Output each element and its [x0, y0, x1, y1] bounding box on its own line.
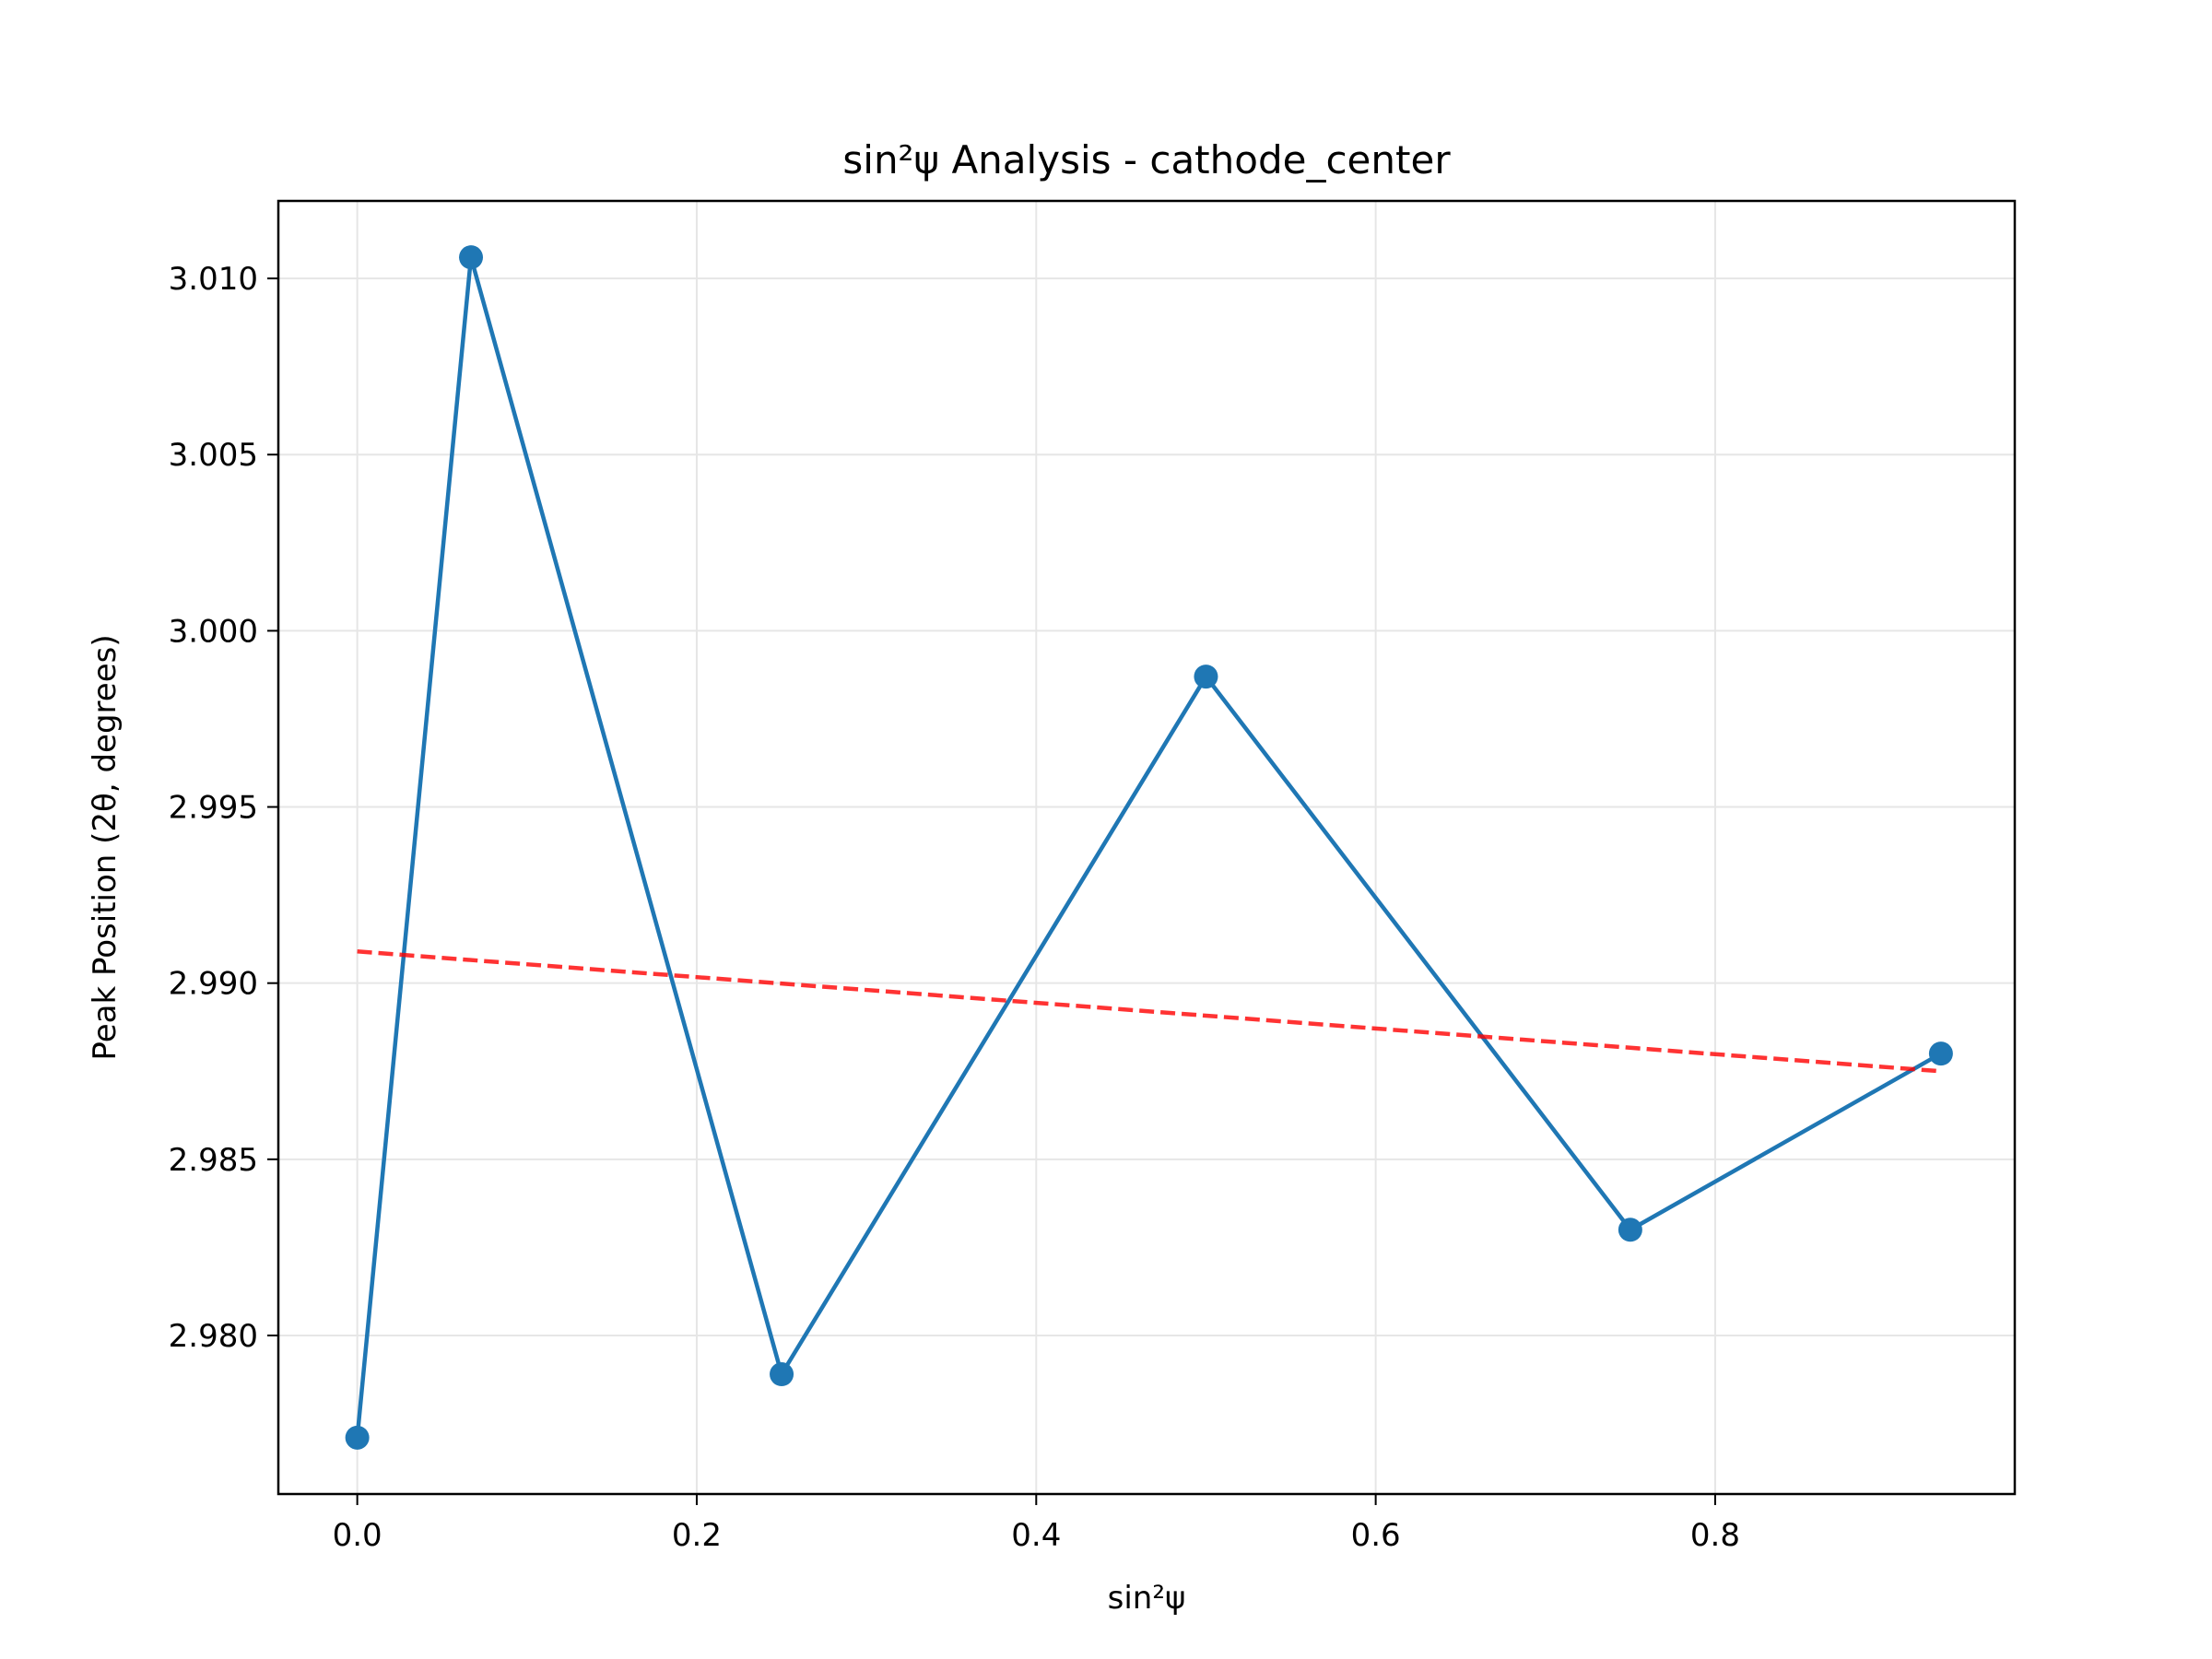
y-tick-label: 2.990	[169, 966, 258, 1003]
y-tick-label: 3.000	[169, 613, 258, 650]
plot-frame	[276, 199, 2017, 1496]
grid	[278, 201, 2015, 1494]
data-point	[1194, 665, 1218, 689]
fit-line	[357, 949, 1942, 1074]
series-layer	[345, 245, 1953, 1450]
x-tick-label: 0.4	[1011, 1517, 1061, 1554]
y-tick-label: 3.010	[169, 261, 258, 298]
data-point	[1618, 1218, 1642, 1242]
data-point	[459, 245, 484, 270]
y-tick-label: 3.005	[169, 437, 258, 474]
y-tick-label: 2.985	[169, 1142, 258, 1179]
chart-title: sin²ψ Analysis - cathode_center	[842, 137, 1451, 182]
x-tick-label: 0.6	[1351, 1517, 1401, 1554]
ticks: 0.0 0.2 0.4 0.6 0.8 2.980 2.985 2.990 2.995 3.000…	[169, 261, 1740, 1554]
data-point	[1928, 1041, 1953, 1066]
x-tick-label: 0.2	[672, 1517, 722, 1554]
x-tick-label: 0.8	[1690, 1517, 1740, 1554]
y-axis-title: Peak Position (2θ, degrees)	[87, 634, 124, 1060]
x-axis-title: sin²ψ	[1108, 1580, 1186, 1617]
data-point	[345, 1425, 370, 1450]
data-point	[770, 1362, 794, 1387]
x-tick-label: 0.0	[333, 1517, 382, 1554]
y-tick-label: 2.995	[169, 790, 258, 827]
series-line	[355, 254, 1943, 1439]
y-tick-label: 2.980	[169, 1318, 258, 1355]
